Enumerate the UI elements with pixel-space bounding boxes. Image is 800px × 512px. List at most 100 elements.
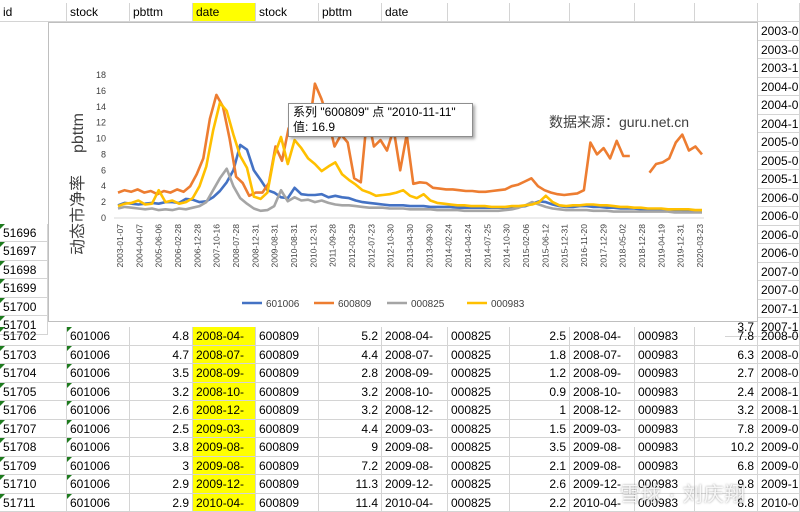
pbttm-cell[interactable]: 0.9 [510, 383, 570, 402]
stock-cell[interactable]: 000825 [448, 327, 510, 346]
date-cell[interactable]: 2006-0 [758, 244, 800, 263]
date-cell[interactable]: 2003-0 [758, 22, 800, 41]
pbttm-cell[interactable]: 2.2 [510, 494, 570, 512]
pbttm-cell[interactable]: 7.8 [695, 420, 758, 439]
pbttm-cell[interactable]: 2.7 [695, 364, 758, 383]
pbttm-cell[interactable]: 2.1 [510, 457, 570, 476]
pbttm-cell[interactable]: 3.5 [130, 364, 193, 383]
pbttm-cell[interactable]: 3.2 [695, 401, 758, 420]
id-cell[interactable]: 51711 [0, 494, 67, 512]
date-cell[interactable]: 2008-12- [382, 401, 448, 420]
date-cell[interactable]: 2005-0 [758, 133, 800, 152]
pbttm-cell[interactable]: 2.6 [510, 475, 570, 494]
pbttm-cell[interactable]: 2.9 [130, 475, 193, 494]
date-cell[interactable]: 2009-12- [193, 475, 256, 494]
date-cell[interactable]: 2007-0 [758, 281, 800, 300]
date-cell[interactable]: 2008-0 [758, 346, 800, 365]
date-cell[interactable]: 2008-07- [193, 346, 256, 365]
stock-cell[interactable]: 601006 [67, 364, 130, 383]
date-cell[interactable]: 2008-07- [570, 346, 635, 365]
date-cell[interactable]: 2008-04- [570, 327, 635, 346]
pbttm-cell[interactable]: 2.5 [130, 420, 193, 439]
date-cell[interactable]: 2010-0 [758, 494, 800, 512]
date-cell[interactable]: 2009-08- [193, 438, 256, 457]
header-cell-pbttm[interactable]: pbttm [130, 3, 193, 22]
pbttm-cell[interactable]: 2.4 [695, 383, 758, 402]
date-cell[interactable]: 2003-0 [758, 41, 800, 60]
stock-cell[interactable]: 000983 [635, 383, 695, 402]
stock-cell[interactable]: 000825 [448, 494, 510, 512]
date-cell[interactable]: 2009-03- [193, 420, 256, 439]
id-cell[interactable]: 51705 [0, 383, 67, 402]
date-cell[interactable]: 2010-04- [382, 494, 448, 512]
date-cell[interactable]: 2008-09- [382, 364, 448, 383]
date-cell[interactable]: 2003-1 [758, 59, 800, 78]
date-cell[interactable]: 2004-1 [758, 115, 800, 134]
date-cell[interactable]: 2008-12- [570, 401, 635, 420]
date-cell[interactable]: 2009-0 [758, 457, 800, 476]
id-cell[interactable]: 51708 [0, 438, 67, 457]
stock-cell[interactable]: 000983 [635, 420, 695, 439]
id-cell[interactable]: 51707 [0, 420, 67, 439]
stock-cell[interactable]: 000825 [448, 346, 510, 365]
pbttm-cell[interactable]: 7.8 [695, 327, 758, 346]
pbttm-cell[interactable]: 5.2 [319, 327, 382, 346]
header-cell-empty[interactable] [635, 3, 695, 22]
pbttm-cell[interactable]: 3.8 [130, 438, 193, 457]
pbttm-cell[interactable]: 3.2 [319, 401, 382, 420]
header-cell-stock[interactable]: stock [256, 3, 319, 22]
stock-cell[interactable]: 000825 [448, 420, 510, 439]
stock-cell[interactable]: 000983 [635, 401, 695, 420]
date-cell[interactable]: 2005-0 [758, 152, 800, 171]
date-cell[interactable]: 2008-1 [758, 383, 800, 402]
date-cell[interactable]: 2008-0 [758, 327, 800, 346]
stock-cell[interactable]: 000825 [448, 383, 510, 402]
date-cell[interactable]: 2009-08- [570, 438, 635, 457]
stock-cell[interactable]: 601006 [67, 383, 130, 402]
date-cell[interactable]: 2008-09- [570, 364, 635, 383]
pbttm-cell[interactable]: 2.5 [510, 327, 570, 346]
pbttm-cell[interactable]: 4.4 [319, 420, 382, 439]
pbttm-cell[interactable]: 3 [130, 457, 193, 476]
stock-cell[interactable]: 000825 [448, 364, 510, 383]
id-cell[interactable]: 51706 [0, 401, 67, 420]
date-cell[interactable]: 2009-0 [758, 438, 800, 457]
pbttm-cell[interactable]: 1.2 [510, 364, 570, 383]
date-cell[interactable]: 2006-0 [758, 226, 800, 245]
header-cell-empty[interactable] [448, 3, 510, 22]
stock-cell[interactable]: 000983 [635, 346, 695, 365]
stock-cell[interactable]: 600809 [256, 494, 319, 512]
stock-cell[interactable]: 601006 [67, 494, 130, 512]
stock-cell[interactable]: 601006 [67, 327, 130, 346]
date-cell[interactable]: 2009-12- [382, 475, 448, 494]
id-cell[interactable]: 51696 [0, 224, 48, 243]
date-cell[interactable]: 2008-07- [382, 346, 448, 365]
id-cell[interactable]: 51702 [0, 327, 67, 346]
date-cell[interactable]: 2009-08- [382, 457, 448, 476]
date-cell[interactable]: 2006-0 [758, 207, 800, 226]
header-cell-empty[interactable] [570, 3, 635, 22]
stock-cell[interactable]: 601006 [67, 401, 130, 420]
date-cell[interactable]: 2009-1 [758, 475, 800, 494]
date-cell[interactable]: 2005-1 [758, 170, 800, 189]
stock-cell[interactable]: 601006 [67, 475, 130, 494]
pbttm-cell[interactable]: 11.3 [319, 475, 382, 494]
date-cell[interactable]: 2004-0 [758, 78, 800, 97]
date-cell[interactable]: 2006-0 [758, 189, 800, 208]
stock-cell[interactable]: 600809 [256, 475, 319, 494]
pbttm-cell[interactable]: 2.6 [130, 401, 193, 420]
id-cell[interactable]: 51703 [0, 346, 67, 365]
pbttm-cell[interactable]: 3.2 [319, 383, 382, 402]
pbttm-cell[interactable]: 3.5 [510, 438, 570, 457]
date-cell[interactable]: 2009-03- [570, 420, 635, 439]
date-cell[interactable]: 2009-08- [570, 457, 635, 476]
date-cell[interactable]: 2009-03- [382, 420, 448, 439]
date-cell[interactable]: 2008-10- [382, 383, 448, 402]
header-cell-date[interactable]: date [193, 3, 256, 22]
stock-cell[interactable]: 000983 [635, 327, 695, 346]
stock-cell[interactable]: 000825 [448, 457, 510, 476]
stock-cell[interactable]: 600809 [256, 364, 319, 383]
stock-cell[interactable]: 000825 [448, 401, 510, 420]
date-cell[interactable]: 2007-1 [758, 300, 800, 319]
